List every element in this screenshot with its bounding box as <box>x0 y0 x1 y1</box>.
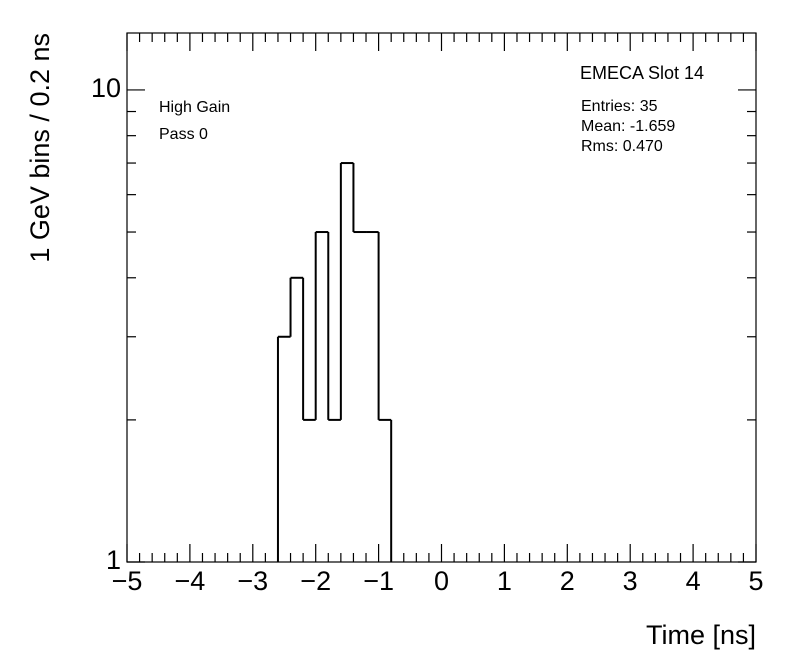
x-tick-label: −1 <box>363 566 394 596</box>
x-tick-label: 4 <box>686 566 701 596</box>
x-tick-label: 0 <box>434 566 449 596</box>
stat-line: Rms: 0.470 <box>581 138 663 155</box>
x-axis-title: Time [ns] <box>646 620 756 650</box>
x-tick-label: −3 <box>237 566 268 596</box>
chart-title: EMECA Slot 14 <box>580 63 704 83</box>
annotation: Pass 0 <box>159 126 208 143</box>
annotation: High Gain <box>159 99 230 116</box>
x-tick-label: 1 <box>497 566 512 596</box>
stat-line: Mean: -1.659 <box>581 118 675 135</box>
x-tick-label: 3 <box>623 566 638 596</box>
stat-line: Entries: 35 <box>581 98 658 115</box>
x-tick-label: −5 <box>112 566 143 596</box>
x-tick-label: −4 <box>175 566 206 596</box>
x-tick-label: 5 <box>748 566 763 596</box>
x-tick-label: −2 <box>300 566 331 596</box>
y-tick-label: 10 <box>91 73 121 103</box>
y-axis-title: 1 GeV bins / 0.2 ns <box>25 33 55 263</box>
y-tick-label: 1 <box>106 545 121 575</box>
x-tick-label: 2 <box>560 566 575 596</box>
